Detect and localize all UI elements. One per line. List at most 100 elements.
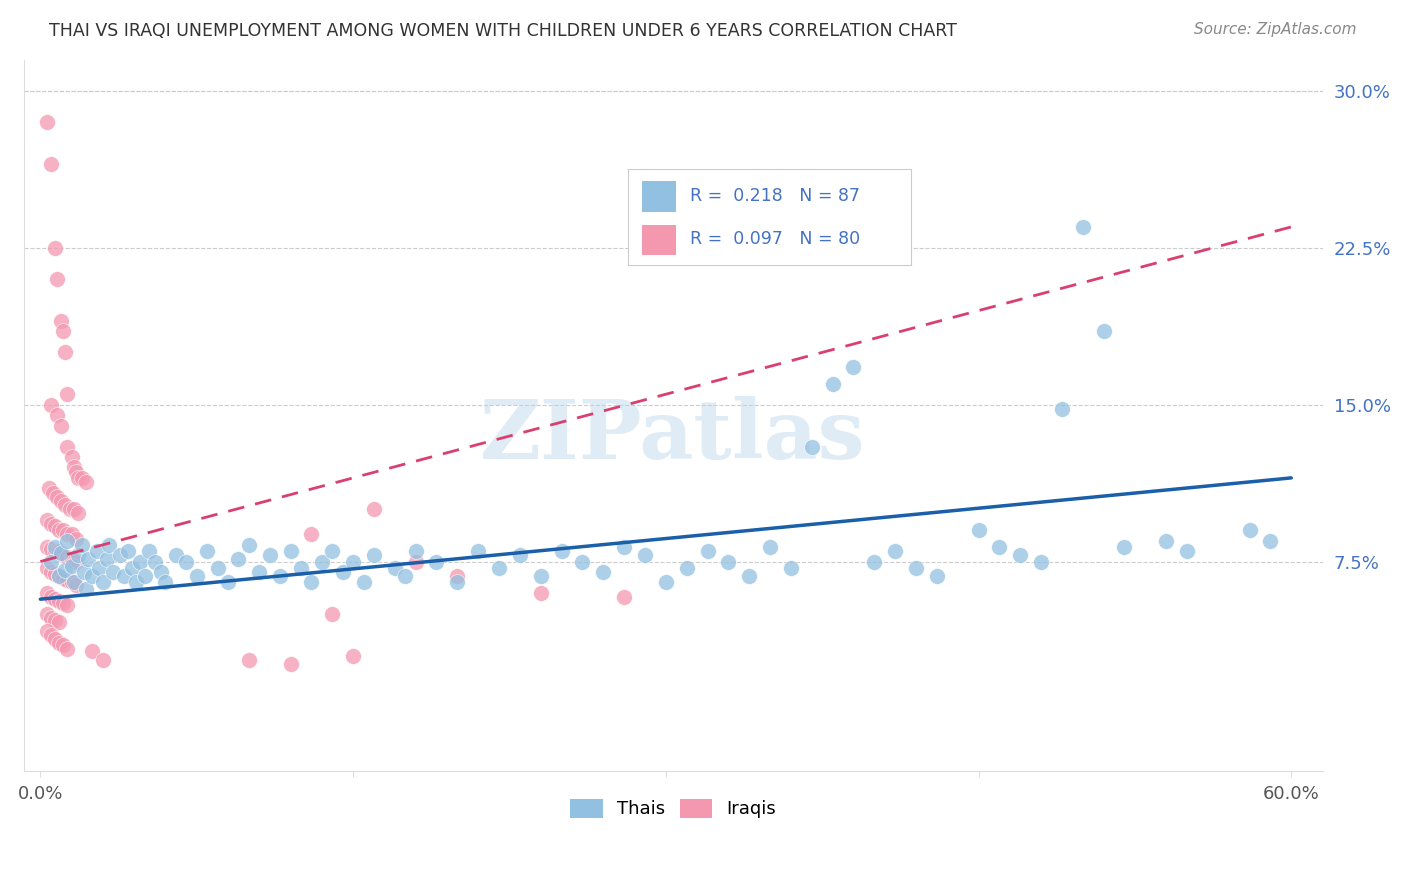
Point [800,440,823,454]
Point [39,628,62,642]
Point [48,594,70,608]
Point [65,577,87,591]
Point [1239,523,1261,537]
Point [39,611,62,625]
Point [52,325,75,339]
Point [405,544,427,558]
Point [73,565,96,579]
Point [52,596,75,610]
Point [299,575,322,590]
Point [48,544,70,558]
Point [52,571,75,585]
Point [467,544,489,558]
Point [56,642,79,657]
Point [134,569,156,583]
Point [1154,533,1177,548]
Point [44,632,66,646]
Point [108,549,131,563]
Point [738,569,761,583]
Point [394,569,416,583]
Point [75,475,97,489]
Point [176,555,198,569]
Point [550,544,572,558]
Point [52,638,75,652]
Point [66,471,89,485]
Point [238,653,260,667]
Point [60,527,83,541]
Point [321,544,343,558]
Point [446,575,468,590]
Point [35,115,58,129]
Point [112,569,135,583]
Point [55,345,77,359]
Point [488,561,510,575]
Point [66,507,89,521]
Point [696,544,718,558]
Point [165,549,187,563]
Point [35,586,58,600]
Point [39,565,62,579]
Point [44,519,66,533]
Point [39,516,62,531]
Point [863,555,886,569]
Point [60,552,83,566]
Point [60,558,83,573]
Point [65,465,87,479]
Point [44,592,66,607]
Point [138,544,160,558]
Point [82,569,104,583]
Point [217,575,239,590]
Point [884,544,907,558]
Point [58,502,80,516]
Point [35,624,58,638]
Point [82,644,104,658]
Point [1050,401,1073,416]
Point [62,502,84,516]
Point [44,544,66,558]
Point [125,575,148,590]
Point [269,569,291,583]
Point [39,157,62,171]
Point [207,561,229,575]
Point [117,544,139,558]
Point [238,538,260,552]
Point [155,575,177,590]
Point [717,555,740,569]
Point [44,613,66,627]
Point [259,549,281,563]
Point [530,569,553,583]
Point [38,481,60,495]
Point [46,272,69,286]
Point [299,527,322,541]
FancyBboxPatch shape [643,181,676,212]
Point [634,549,657,563]
Point [35,540,58,554]
Point [56,533,79,548]
Point [51,418,73,433]
Point [363,502,385,516]
Point [96,552,118,566]
Point [613,590,636,604]
Point [228,552,250,566]
Point [186,569,208,583]
Point [280,544,302,558]
Point [39,590,62,604]
Point [35,513,58,527]
Point [425,555,447,569]
Point [48,569,70,583]
Point [1029,555,1052,569]
Point [46,490,69,504]
Point [52,523,75,537]
Point [195,544,218,558]
Point [48,615,70,630]
Point [70,538,93,552]
Point [75,582,97,596]
Point [98,538,121,552]
Point [675,561,697,575]
Point [613,540,636,554]
Point [967,523,990,537]
Point [86,544,108,558]
Point [39,555,62,569]
Point [353,575,375,590]
Point [405,555,427,569]
